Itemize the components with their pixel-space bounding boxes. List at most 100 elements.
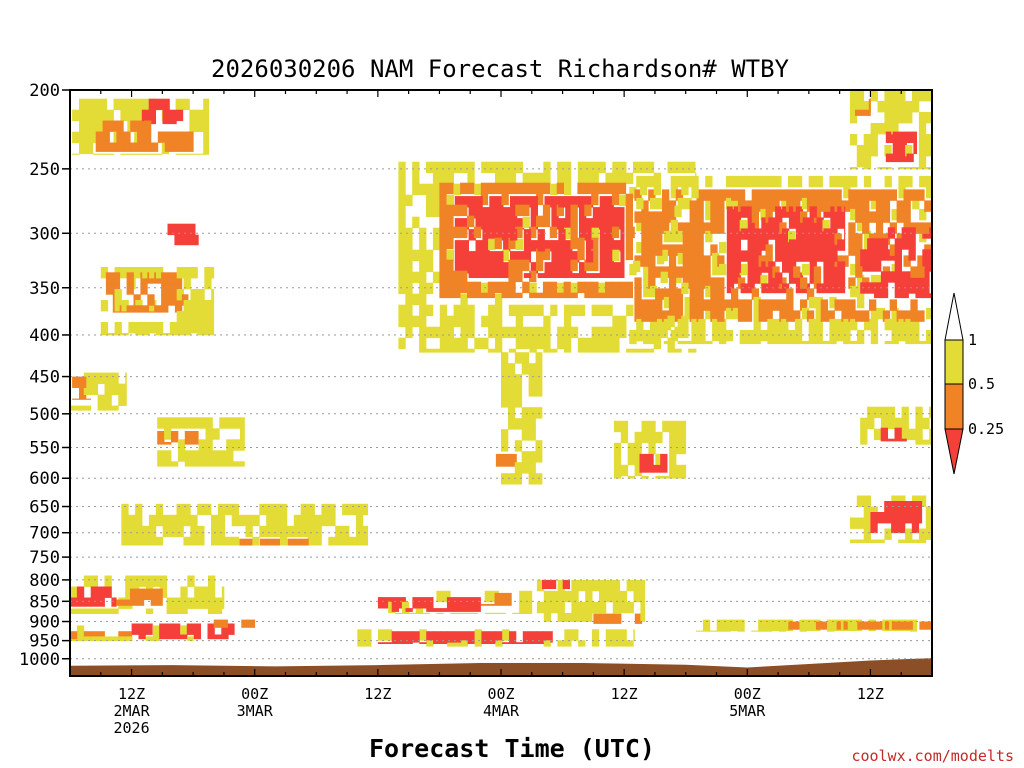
heatmap-cell-mid [239, 538, 247, 546]
heatmap-cell-high [76, 625, 85, 637]
heatmap-cell-mid [467, 292, 475, 299]
heatmap-cell-high [536, 337, 544, 350]
heatmap-cell-high [436, 590, 444, 603]
heatmap-cell-high [682, 420, 687, 433]
heatmap-cell-high [495, 348, 503, 353]
heatmap-cell-high [836, 329, 844, 342]
heatmap-cell-mid [522, 259, 530, 272]
heatmap-cell-high [806, 619, 814, 631]
heatmap-cell-high [874, 428, 882, 441]
heatmap-cell-high [799, 619, 807, 631]
heatmap-cell-low [510, 251, 518, 263]
heatmap-cell-low [481, 642, 489, 644]
heatmap-cell-low [453, 631, 462, 643]
heatmap-cell-high [794, 175, 803, 188]
heatmap-cell-mid [522, 204, 530, 217]
heatmap-cell-mid [717, 222, 725, 234]
heatmap-cell-mid [508, 237, 516, 250]
heatmap-cell-high [901, 417, 909, 430]
heatmap-cell-mid [689, 222, 697, 234]
heatmap-cell-high [180, 625, 188, 637]
heatmap-cell-low [908, 249, 916, 261]
heatmap-cell-mid [731, 288, 739, 300]
heatmap-cell-high [723, 619, 731, 631]
heatmap-cell-mid [542, 292, 551, 299]
heatmap-cell-high [197, 503, 205, 516]
heatmap-cell-high [529, 304, 537, 317]
heatmap-cell-high [521, 451, 529, 463]
heatmap-cell-mid [634, 613, 643, 624]
heatmap-cell-low [802, 228, 810, 240]
heatmap-cell-high [519, 590, 527, 603]
heatmap-cell-high [667, 337, 675, 350]
heatmap-cell-high [598, 282, 606, 295]
heatmap-cell-high [676, 442, 684, 455]
heatmap-cell-low [176, 109, 184, 122]
heatmap-cell-low [613, 218, 621, 230]
heatmap-cell-high [214, 608, 223, 614]
heatmap-cell-high [134, 98, 142, 111]
heatmap-cell-high [670, 175, 678, 188]
heatmap-cell-mid [611, 281, 620, 294]
heatmap-cell-high [612, 249, 620, 262]
heatmap-cell-mid [598, 182, 606, 195]
heatmap-cell-high [502, 629, 510, 641]
heatmap-cell-high [526, 601, 533, 614]
heatmap-cell-high [197, 311, 205, 323]
heatmap-cell-low [585, 196, 594, 208]
heatmap-cell-mid [758, 310, 766, 322]
heatmap-cell-high [198, 450, 206, 462]
heatmap-cell-high [90, 608, 98, 614]
heatmap-cell-mid [634, 310, 642, 322]
heatmap-cell-low [214, 634, 222, 640]
heatmap-cell-mid [634, 211, 642, 223]
heatmap-cell-high [619, 194, 627, 207]
x-tick-label: 12Z [118, 685, 145, 703]
heatmap-cell-low [929, 227, 933, 239]
heatmap-cell-high [912, 101, 920, 113]
heatmap-cell-mid [682, 222, 690, 234]
heatmap-cell-mid [168, 272, 176, 284]
heatmap-cell-low [482, 240, 490, 252]
heatmap-cell-high [104, 405, 112, 411]
heatmap-cell-low [207, 623, 215, 635]
heatmap-cell-high [419, 260, 427, 273]
heatmap-cell-mid [820, 189, 828, 201]
heatmap-cell-low [816, 250, 824, 262]
heatmap-cell-high [183, 536, 191, 546]
heatmap-cell-high [650, 318, 658, 331]
heatmap-cell-high [909, 630, 918, 632]
heatmap-cell-high [863, 506, 871, 518]
heatmap-cell-low [585, 229, 594, 241]
heatmap-cell-high [464, 612, 472, 614]
heatmap-cell-mid [703, 277, 711, 289]
heatmap-cell-high [204, 503, 212, 516]
heatmap-cell-mid [591, 193, 599, 206]
heatmap-cell-high [362, 525, 368, 538]
heatmap-cell-low [482, 218, 490, 230]
heatmap-cell-high [746, 175, 754, 188]
heatmap-cell-mid [848, 277, 856, 289]
heatmap-cell-mid [841, 310, 849, 322]
heatmap-cell-mid [841, 200, 849, 212]
heatmap-cell-high [501, 473, 509, 485]
heatmap-cell-high [626, 304, 634, 317]
heatmap-cell-mid [185, 131, 193, 143]
heatmap-cell-high [90, 636, 98, 641]
heatmap-cell-high [208, 608, 216, 614]
y-tick-label: 850 [29, 592, 60, 612]
heatmap-cell-high [730, 619, 738, 631]
heatmap-cell-high [712, 263, 720, 276]
heatmap-cell-high [205, 450, 213, 462]
heatmap-cell-mid [501, 292, 509, 299]
heatmap-cell-high [870, 329, 879, 342]
heatmap-cell-high [655, 431, 663, 444]
heatmap-cell-high [669, 420, 677, 433]
heatmap-cell-high [641, 431, 649, 444]
heatmap-cell-mid [536, 182, 544, 195]
heatmap-cell-low [795, 217, 804, 229]
heatmap-cell-low [599, 251, 607, 263]
heatmap-cell-high [856, 101, 865, 113]
heatmap-cell-mid [827, 189, 835, 201]
heatmap-cell-high [912, 318, 920, 331]
